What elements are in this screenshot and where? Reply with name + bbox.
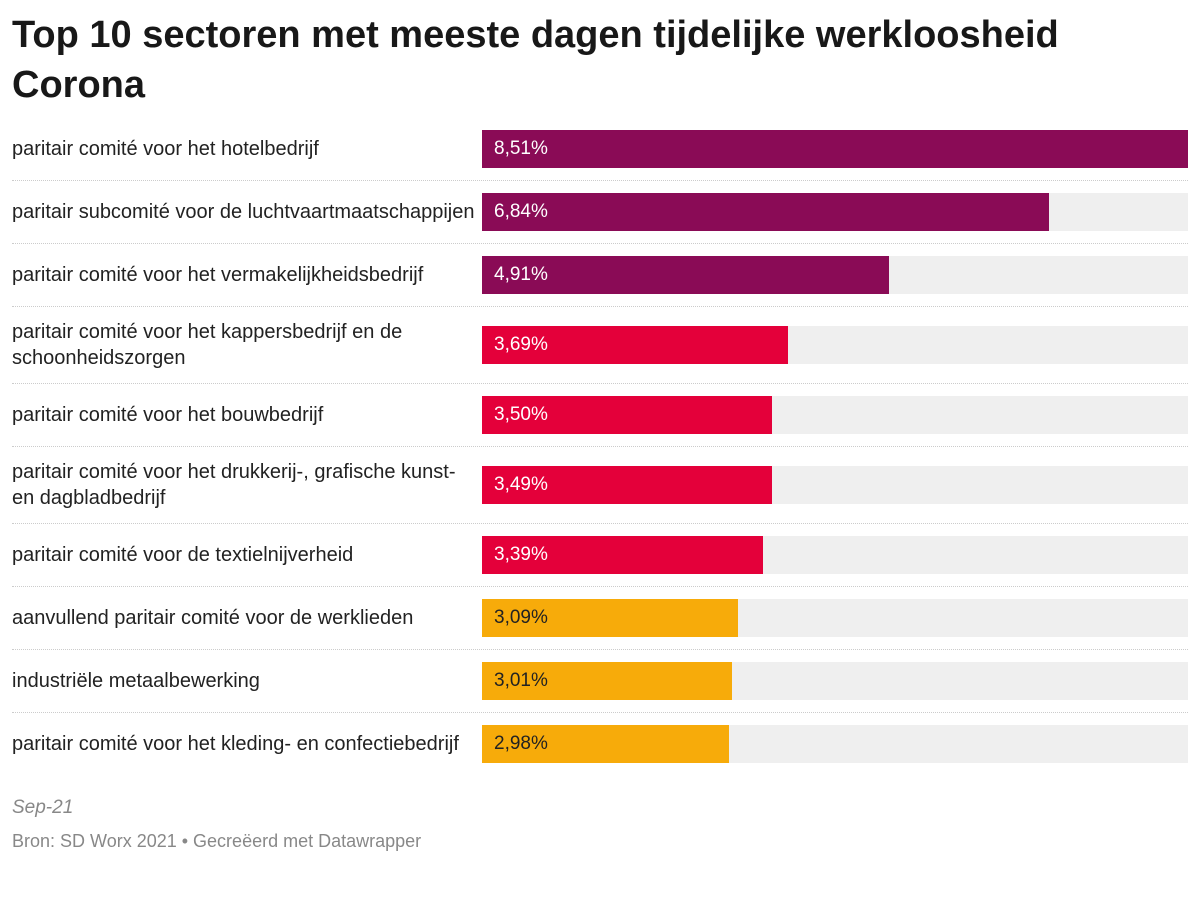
value-label: 3,49% (494, 474, 548, 495)
bar-track: 3,39% (482, 536, 1188, 574)
value-label: 4,91% (494, 264, 548, 285)
value-label: 3,50% (494, 404, 548, 425)
category-label: paritair comité voor het kappersbedrijf … (12, 321, 403, 369)
bar (482, 256, 890, 294)
bar-row: paritair comité voor de textielnijverhei… (12, 524, 1188, 587)
bar (482, 466, 772, 504)
bar (482, 662, 732, 700)
bar-track: 6,84% (482, 193, 1188, 231)
bar-track: 2,98% (482, 725, 1188, 763)
value-label: 6,84% (494, 201, 548, 222)
bar-row: industriële metaalbewerking 3,01% (12, 650, 1188, 713)
category-label: paritair comité voor het vermakelijkheid… (12, 264, 424, 286)
bar-row: paritair comité voor het kleding- en con… (12, 713, 1188, 775)
bar-track: 3,09% (482, 599, 1188, 637)
category-label: paritair comité voor het bouwbedrijf (12, 404, 324, 426)
bar (482, 130, 1188, 168)
bar-track: 3,49% (482, 466, 1188, 504)
bar (482, 326, 789, 364)
bar-track: 3,01% (482, 662, 1188, 700)
category-label: paritair comité voor het hotelbedrijf (12, 138, 319, 160)
value-label: 3,69% (494, 334, 548, 355)
category-label: paritair subcomité voor de luchtvaartmaa… (12, 201, 475, 223)
bar-row: paritair comité voor het drukkerij-, gra… (12, 447, 1188, 524)
bar-row: paritair comité voor het vermakelijkheid… (12, 244, 1188, 307)
category-label: industriële metaalbewerking (12, 670, 260, 692)
bar-row: aanvullend paritair comité voor de werkl… (12, 587, 1188, 650)
value-label: 3,39% (494, 544, 548, 565)
bar-track: 8,51% (482, 130, 1188, 168)
bar-row: paritair comité voor het bouwbedrijf 3,50… (12, 384, 1188, 447)
bar-rows: paritair comité voor het hotelbedrijf 8,5… (12, 118, 1188, 775)
bar-track: 3,69% (482, 326, 1188, 364)
bar-track: 3,50% (482, 396, 1188, 434)
notes: Sep-21 (12, 797, 74, 818)
value-label: 3,09% (494, 607, 548, 628)
bar (482, 193, 1050, 231)
source: Bron: SD Worx 2021 • Gecreëerd met Dataw… (12, 831, 422, 851)
value-label: 3,01% (494, 670, 548, 691)
category-label: aanvullend paritair comité voor de werkl… (12, 607, 414, 629)
bar (482, 396, 773, 434)
bar-track: 4,91% (482, 256, 1188, 294)
category-label: paritair comité voor de textielnijverhei… (12, 544, 354, 566)
category-label: paritair comité voor het drukkerij-, gra… (12, 461, 456, 509)
bar-row: paritair comité voor het kappersbedrijf … (12, 307, 1188, 384)
chart-title: Top 10 sectoren met meeste dagen tijdeli… (12, 14, 1059, 106)
category-label: paritair comité voor het kleding- en con… (12, 733, 459, 755)
bar (482, 536, 764, 574)
bar-row: paritair subcomité voor de luchtvaartmaa… (12, 181, 1188, 244)
bar (482, 599, 739, 637)
bar-row: paritair comité voor het hotelbedrijf 8,5… (12, 118, 1188, 181)
chart: Top 10 sectoren met meeste dagen tijdeli… (12, 14, 1188, 851)
value-label: 2,98% (494, 733, 548, 754)
bar (482, 725, 730, 763)
value-label: 8,51% (494, 138, 548, 159)
